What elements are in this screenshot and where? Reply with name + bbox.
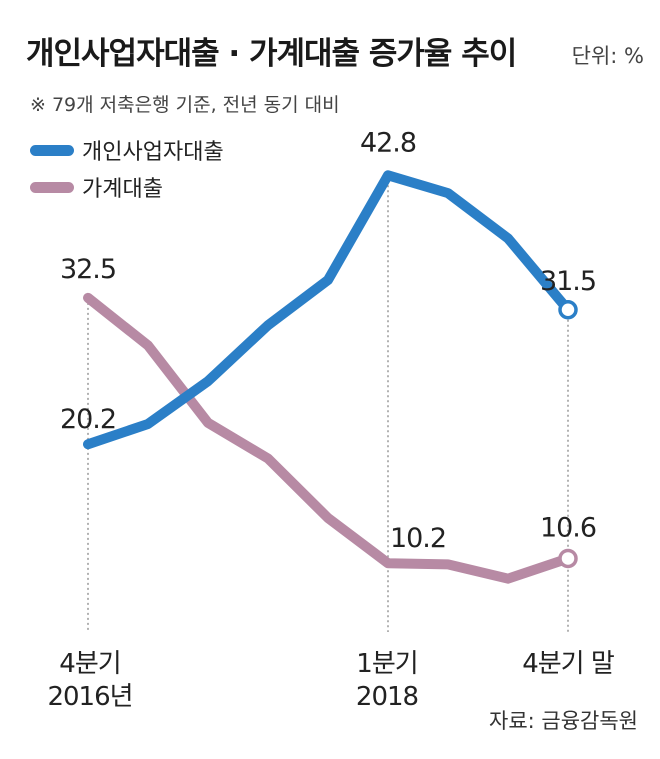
legend-swatch-business: [30, 144, 74, 156]
legend-swatch-household: [30, 181, 74, 193]
end-marker-household: [558, 548, 578, 569]
unit-label: 단위: %: [571, 44, 644, 68]
data-label-business-0: 20.2: [60, 404, 116, 435]
x-label-2018q1-line2: 2018: [355, 682, 419, 712]
legend-label-business: 개인사업자대출: [82, 140, 224, 165]
series-line-business: [83, 170, 573, 450]
end-marker-business: [558, 300, 578, 320]
data-label-household-0: 32.5: [60, 254, 116, 285]
x-label-2018q1-line1: 1분기: [356, 649, 418, 679]
data-label-household-8: 10.6: [540, 512, 596, 543]
source-label: 자료: 금융감독원: [489, 709, 638, 733]
x-label-2016q4: 4분기 2016년: [30, 648, 150, 714]
chart-title: 개인사업자대출 · 가계대출 증가율 추이: [26, 36, 517, 72]
chart-note: ※ 79개 저축은행 기준, 전년 동기 대비: [30, 94, 340, 116]
data-label-household-5: 10.2: [390, 523, 446, 554]
legend-label-household: 가계대출: [82, 177, 163, 202]
x-label-2018q1: 1분기 2018: [327, 648, 447, 714]
series-line-household: [83, 292, 573, 584]
data-label-business-8: 31.5: [540, 266, 596, 297]
legend-item-household: 가계대출: [30, 171, 163, 203]
x-label-2018q4: 4분기 말: [498, 648, 638, 681]
x-label-2016q4-line1: 4분기: [59, 649, 121, 679]
data-label-business-5: 42.8: [360, 127, 416, 158]
legend-item-business: 개인사업자대출: [30, 134, 224, 166]
x-label-2016q4-line2: 2016년: [47, 682, 133, 712]
x-label-2018q4-line1: 4분기 말: [522, 649, 615, 679]
